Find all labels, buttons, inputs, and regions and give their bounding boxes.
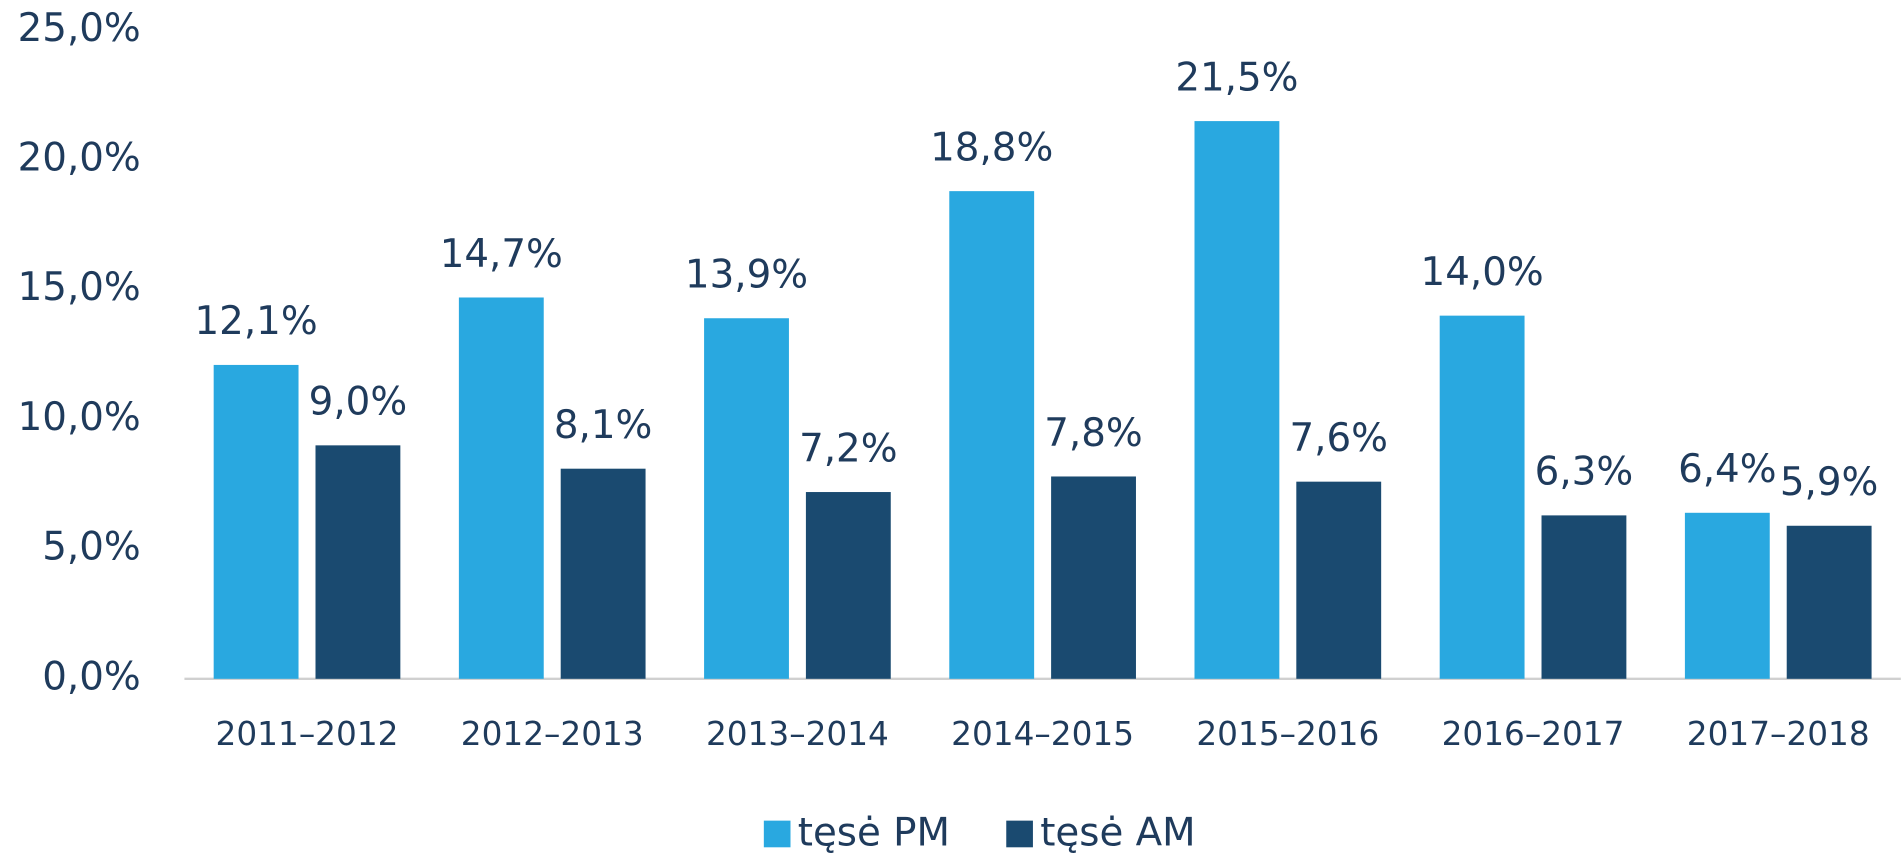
x-tick-label: 2012–2013 bbox=[461, 715, 644, 753]
bar bbox=[1051, 476, 1136, 679]
bar bbox=[1194, 121, 1280, 679]
value-label: 6,4% bbox=[1678, 447, 1777, 492]
value-label: 9,0% bbox=[309, 380, 408, 425]
value-label: 7,2% bbox=[799, 426, 898, 471]
value-label: 7,8% bbox=[1044, 411, 1143, 456]
value-label: 7,6% bbox=[1289, 416, 1388, 461]
bar bbox=[1786, 525, 1872, 679]
y-tick-label: 15,0% bbox=[18, 265, 141, 310]
bar bbox=[805, 492, 891, 679]
bar bbox=[315, 445, 401, 679]
legend-swatch bbox=[763, 820, 791, 848]
x-tick-label: 2011–2012 bbox=[216, 715, 399, 753]
x-tick-label: 2015–2016 bbox=[1196, 715, 1379, 753]
legend-swatch bbox=[1006, 820, 1033, 848]
bar bbox=[1684, 512, 1770, 679]
value-label: 18,8% bbox=[930, 125, 1053, 170]
bar bbox=[213, 364, 299, 679]
y-tick-label: 0,0% bbox=[42, 654, 141, 699]
value-label: 8,1% bbox=[554, 403, 653, 448]
x-tick-label: 2016–2017 bbox=[1442, 715, 1625, 753]
value-label: 14,7% bbox=[440, 232, 563, 277]
x-tick-label: 2013–2014 bbox=[706, 715, 889, 753]
value-label: 13,9% bbox=[685, 253, 808, 298]
y-tick-label: 20,0% bbox=[18, 136, 141, 181]
bar bbox=[458, 297, 544, 679]
bar bbox=[1439, 315, 1525, 679]
legend-label: tęsė AM bbox=[1040, 811, 1195, 856]
y-tick-label: 5,0% bbox=[42, 525, 141, 570]
bar bbox=[1296, 481, 1382, 679]
bar bbox=[949, 191, 1035, 679]
legend-label: tęsė PM bbox=[798, 811, 950, 856]
x-tick-label: 2014–2015 bbox=[951, 715, 1134, 753]
value-label: 14,0% bbox=[1421, 250, 1544, 295]
bar bbox=[704, 318, 789, 679]
bar bbox=[1541, 515, 1627, 679]
value-label: 5,9% bbox=[1780, 460, 1879, 505]
value-label: 6,3% bbox=[1535, 450, 1634, 495]
value-label: 12,1% bbox=[195, 299, 318, 344]
value-label: 21,5% bbox=[1175, 55, 1298, 100]
x-tick-label: 2017–2018 bbox=[1687, 715, 1870, 753]
y-tick-label: 25,0% bbox=[18, 6, 141, 51]
bar bbox=[560, 468, 646, 679]
y-tick-label: 10,0% bbox=[18, 395, 141, 440]
